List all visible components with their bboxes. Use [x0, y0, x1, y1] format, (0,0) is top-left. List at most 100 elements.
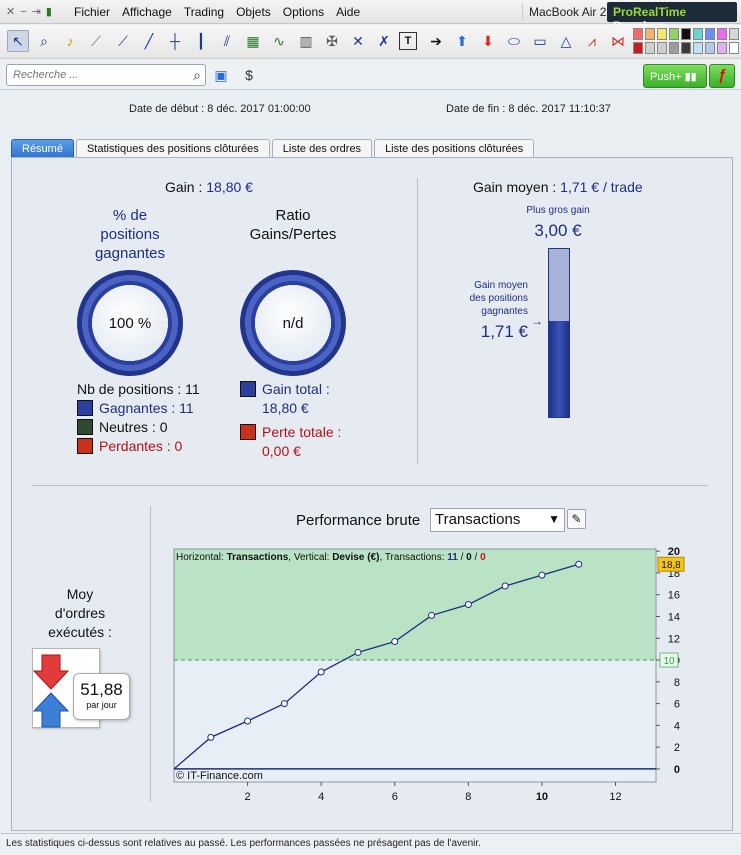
chart-data-point [464, 601, 472, 609]
color-swatch-14[interactable] [693, 42, 703, 54]
chart-x-tick-label: 8 [465, 791, 471, 803]
chevron-down-icon[interactable]: ▼ [548, 512, 560, 526]
line-icon[interactable]: ╱ [144, 32, 154, 49]
menu-aide[interactable]: Aide [336, 4, 361, 19]
menu-fichier[interactable]: Fichier [74, 4, 111, 19]
vertical-line-icon[interactable]: ┃ [196, 32, 206, 49]
push-button[interactable]: Push+ ▮▮ [643, 64, 707, 88]
gain-label: Gain : [165, 179, 207, 195]
trash-icon[interactable]: ▥ [299, 32, 313, 49]
chart-data-point [317, 668, 325, 676]
color-swatch-1[interactable] [645, 28, 655, 40]
drawing-toolbar: ↖ ⌕ ♪ ⟋ ⟋ ╱ ┼ ┃ ⫽ ▦ ∿ ▥ ✠ ✕ ✗ T ➔ ⬆ ⬇ ⬭ … [0, 25, 741, 59]
color-swatch-15[interactable] [705, 42, 715, 54]
minimize-icon[interactable]: − [20, 5, 27, 18]
wrench-icon[interactable]: ✎ [567, 509, 586, 529]
search-input[interactable] [13, 69, 183, 81]
zoom-icon[interactable]: ⌕ [40, 32, 48, 49]
grid-icon[interactable]: ▦ [246, 32, 260, 49]
chart-y-tick-label: 4 [674, 720, 680, 732]
chart-x-tick-label: 10 [536, 791, 548, 803]
pin-icon[interactable]: ⇥ [31, 6, 41, 18]
menu-options[interactable]: Options [282, 4, 325, 19]
formula-button[interactable]: ƒ [709, 64, 735, 88]
menu-affichage[interactable]: Affichage [122, 4, 172, 19]
pattern-icon[interactable]: ⋈ [611, 32, 625, 49]
tools-icon[interactable]: ✠ [326, 32, 338, 49]
tab-resume[interactable]: Résumé [11, 139, 74, 158]
color-swatch-17[interactable] [729, 42, 739, 54]
arrow-right-icon[interactable]: ➔ [430, 32, 442, 49]
color-swatch-0[interactable] [633, 28, 643, 40]
zigzag-icon[interactable]: ⩘ [588, 32, 596, 49]
search-icon[interactable]: ⌕ [193, 67, 201, 83]
stat-neutres: Neutres : 0 [77, 418, 200, 437]
color-swatch-12[interactable] [669, 42, 679, 54]
gain-title: Gain : 18,80 € [165, 179, 253, 195]
arrow-right-icon: → [531, 314, 543, 328]
cross-icon[interactable]: ✕ [352, 32, 364, 49]
rectangle-icon[interactable]: ▭ [533, 32, 547, 49]
screener-icon[interactable]: ▣ [214, 66, 228, 83]
chart-header-part-1: Transactions [227, 552, 289, 563]
chart-data-point [501, 582, 509, 590]
arrow-down-icon[interactable]: ⬇ [482, 32, 494, 49]
segment-icon[interactable]: ⟋ [118, 32, 128, 49]
ruler-icon[interactable]: ⟋ [91, 32, 101, 49]
color-swatch-6[interactable] [705, 28, 715, 40]
divider-vertical-top [417, 178, 418, 465]
multi-line-icon[interactable]: ✗ [378, 32, 390, 49]
tab-closed-positions[interactable]: Liste des positions clôturées [374, 139, 535, 158]
chart-last-value-badge [657, 556, 685, 572]
performance-label: Performance brute [296, 512, 421, 529]
horizontal-line-icon[interactable]: ┼ [170, 33, 180, 49]
tab-stats-closed[interactable]: Statistiques des positions clôturées [75, 139, 270, 158]
color-swatch-3[interactable] [669, 28, 679, 40]
divider-horizontal [32, 485, 708, 486]
trend-icon[interactable]: ∿ [273, 32, 285, 49]
gain-value: 18,80 € [206, 179, 253, 195]
tab-orders[interactable]: Liste des ordres [271, 139, 373, 158]
channel-icon[interactable]: ⫽ [223, 32, 231, 49]
pct-winning-gauge: 100 % [77, 270, 183, 376]
alert-bell-icon[interactable]: ♪ [66, 33, 74, 49]
color-swatch-13[interactable] [681, 42, 691, 54]
arrow-up-icon[interactable]: ⬆ [456, 32, 468, 49]
ellipse-icon[interactable]: ⬭ [508, 32, 520, 49]
triangle-icon[interactable]: △ [560, 32, 572, 49]
color-swatch-8[interactable] [729, 28, 739, 40]
color-swatch-2[interactable] [657, 28, 667, 40]
color-swatch-4[interactable] [681, 28, 691, 40]
color-palette[interactable] [633, 28, 739, 56]
color-swatch-5[interactable] [693, 28, 703, 40]
chart-header: Horizontal: Transactions, Vertical: Devi… [176, 552, 486, 563]
chart-x-tick-label: 12 [609, 791, 621, 803]
chart-data-point [538, 571, 546, 579]
gagnantes-text: Gagnantes : 11 [99, 400, 194, 416]
close-icon[interactable]: ✕ [6, 6, 16, 18]
chart-header-part-2: , Vertical: [288, 552, 332, 563]
text-icon[interactable]: T [399, 32, 417, 50]
stat-perdantes: Perdantes : 0 [77, 437, 200, 456]
chart-last-value-label: 18,8 [661, 560, 681, 571]
legend-losing [77, 438, 93, 454]
chart-data-point [244, 717, 252, 725]
gain-total: Gain total : [240, 380, 341, 399]
legend-winning [77, 400, 93, 416]
chart-series-line [173, 563, 579, 770]
color-swatch-7[interactable] [717, 28, 727, 40]
performance-select[interactable]: Transactions ▼ [430, 508, 565, 532]
positions-stats: Nb de positions : 11 Gagnantes : 11 Neut… [77, 380, 200, 456]
cursor-icon[interactable]: ↖ [7, 30, 29, 52]
probability-icon[interactable]: $ [245, 67, 253, 83]
brand-name: ProRealTime [613, 5, 687, 19]
color-swatch-9[interactable] [633, 42, 643, 54]
search-field[interactable]: ⌕ [6, 64, 206, 86]
menu-objets[interactable]: Objets [236, 4, 271, 19]
menu-trading[interactable]: Trading [183, 4, 225, 19]
color-swatch-11[interactable] [657, 42, 667, 54]
color-swatch-16[interactable] [717, 42, 727, 54]
avg-gain-bar-fill [549, 321, 569, 417]
color-swatch-10[interactable] [645, 42, 655, 54]
ratio-title: Ratio Gains/Pertes [249, 207, 337, 243]
